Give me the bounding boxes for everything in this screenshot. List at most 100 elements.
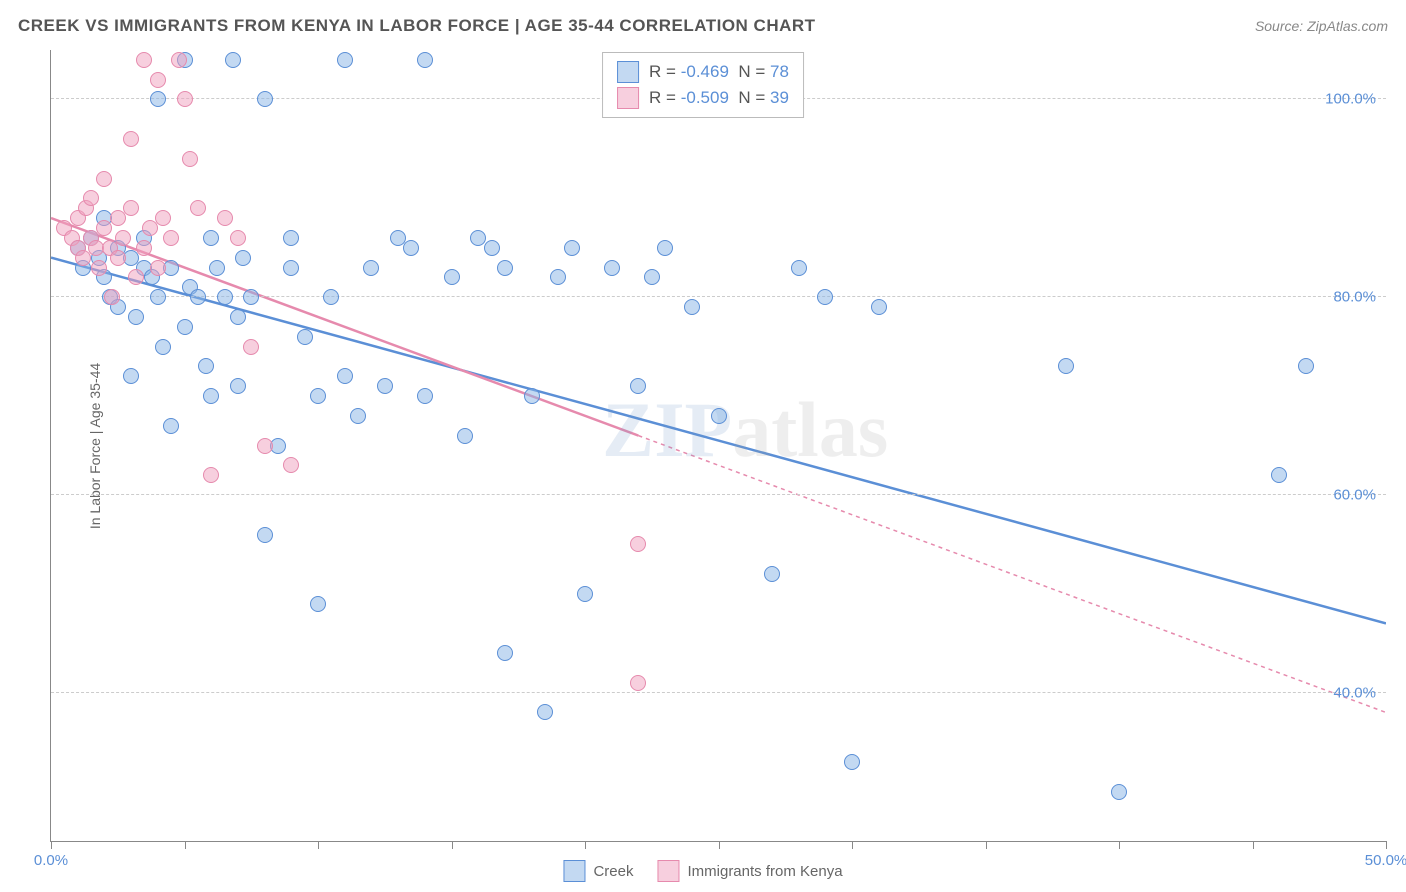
x-tick [1386,841,1387,849]
x-tick [1253,841,1254,849]
swatch-creek [617,61,639,83]
scatter-point [257,527,273,543]
scatter-point [257,438,273,454]
scatter-point [283,260,299,276]
x-tick [1119,841,1120,849]
scatter-point [136,240,152,256]
scatter-point [871,299,887,315]
header: CREEK VS IMMIGRANTS FROM KENYA IN LABOR … [18,16,1388,36]
scatter-point [377,378,393,394]
scatter-point [104,289,120,305]
scatter-point [337,52,353,68]
scatter-point [417,388,433,404]
scatter-point [537,704,553,720]
legend-item: Immigrants from Kenya [657,860,842,882]
x-tick [318,841,319,849]
scatter-point [150,289,166,305]
scatter-point [1271,467,1287,483]
scatter-point [225,52,241,68]
chart-plot-area: ZIPatlas 40.0%60.0%80.0%100.0%0.0%50.0% [50,50,1386,842]
scatter-point [115,230,131,246]
scatter-point [844,754,860,770]
scatter-point [1058,358,1074,374]
scatter-point [484,240,500,256]
stats-legend: R = -0.469 N = 78 R = -0.509 N = 39 [602,52,804,118]
scatter-point [1298,358,1314,374]
x-tick [719,841,720,849]
scatter-point [155,210,171,226]
x-tick [585,841,586,849]
scatter-point [150,72,166,88]
scatter-point [817,289,833,305]
scatter-point [235,250,251,266]
scatter-point [128,269,144,285]
scatter-point [230,378,246,394]
scatter-point [711,408,727,424]
scatter-point [123,368,139,384]
chart-title: CREEK VS IMMIGRANTS FROM KENYA IN LABOR … [18,16,816,36]
scatter-point [577,586,593,602]
scatter-point [283,457,299,473]
scatter-point [363,260,379,276]
scatter-point [497,260,513,276]
scatter-point [203,467,219,483]
scatter-point [524,388,540,404]
gridline [51,494,1386,495]
scatter-point [550,269,566,285]
scatter-point [497,645,513,661]
x-tick [185,841,186,849]
gridline [51,692,1386,693]
scatter-point [190,200,206,216]
scatter-point [123,200,139,216]
scatter-point [403,240,419,256]
scatter-point [96,220,112,236]
scatter-point [350,408,366,424]
swatch-creek [563,860,585,882]
scatter-point [217,289,233,305]
scatter-point [417,52,433,68]
legend-label: Immigrants from Kenya [687,863,842,880]
legend-item: Creek [563,860,633,882]
scatter-point [83,190,99,206]
scatter-point [203,230,219,246]
scatter-point [310,388,326,404]
scatter-point [243,339,259,355]
x-tick [852,841,853,849]
x-tick [986,841,987,849]
scatter-point [310,596,326,612]
scatter-point [243,289,259,305]
scatter-point [444,269,460,285]
scatter-point [684,299,700,315]
y-tick-label: 60.0% [1333,486,1376,503]
scatter-point [564,240,580,256]
scatter-point [337,368,353,384]
scatter-point [764,566,780,582]
scatter-point [209,260,225,276]
scatter-point [171,52,187,68]
trend-lines-svg [51,50,1386,841]
swatch-kenya [657,860,679,882]
scatter-point [123,131,139,147]
scatter-point [177,319,193,335]
scatter-point [630,378,646,394]
stats-row: R = -0.509 N = 39 [617,85,789,111]
y-tick-label: 100.0% [1325,91,1376,108]
scatter-point [198,358,214,374]
scatter-point [150,260,166,276]
scatter-point [630,536,646,552]
scatter-point [791,260,807,276]
scatter-point [604,260,620,276]
scatter-point [217,210,233,226]
y-tick-label: 80.0% [1333,289,1376,306]
scatter-point [457,428,473,444]
scatter-point [163,230,179,246]
scatter-point [203,388,219,404]
stats-row: R = -0.469 N = 78 [617,59,789,85]
source-label: Source: ZipAtlas.com [1255,18,1388,34]
scatter-point [644,269,660,285]
x-tick [452,841,453,849]
scatter-point [297,329,313,345]
scatter-point [182,151,198,167]
scatter-point [155,339,171,355]
x-tick-label: 50.0% [1365,852,1406,869]
